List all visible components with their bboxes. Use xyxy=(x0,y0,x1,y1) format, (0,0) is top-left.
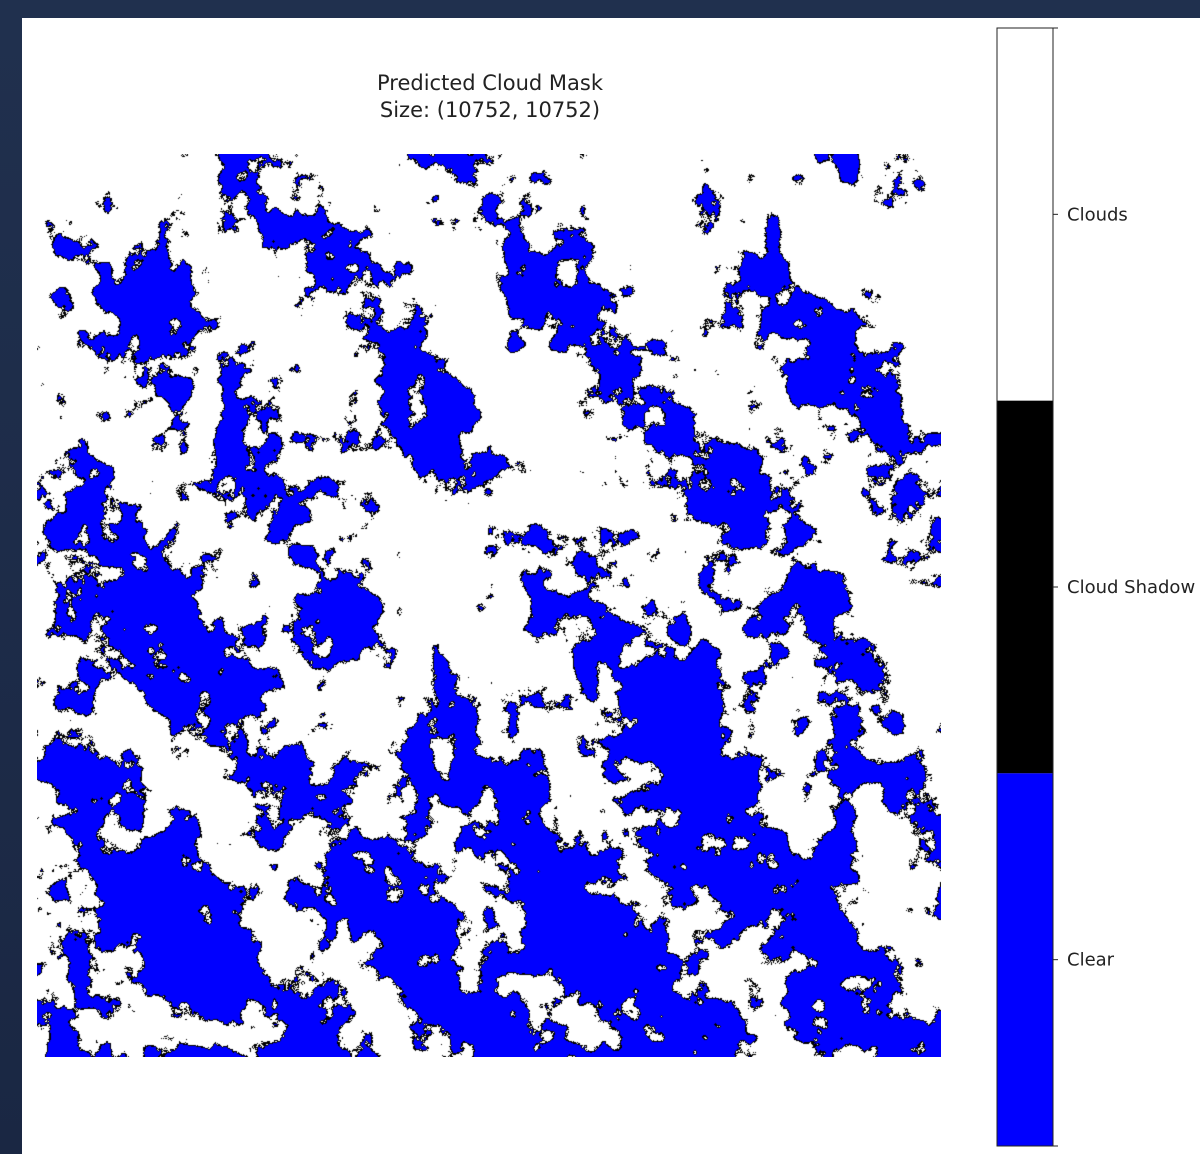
chart-title: Predicted Cloud Mask Size: (10752, 10752… xyxy=(30,70,950,124)
colorbar-tick-label: Clear xyxy=(1067,950,1115,971)
title-line: Predicted Cloud Mask xyxy=(376,71,603,95)
colorbar-segment-clouds xyxy=(997,28,1053,401)
colorbar: Clouds Cloud Shadow Clear xyxy=(996,27,1195,1147)
figure-panel: Predicted Cloud Mask Size: (10752, 10752… xyxy=(22,18,1200,1154)
colorbar-segment-clear xyxy=(997,773,1053,1146)
cloud-mask-image xyxy=(37,154,941,1057)
colorbar-segment-cloud-shadow xyxy=(997,400,1053,774)
colorbar-frame xyxy=(996,27,1054,1147)
subtitle-line: Size: (10752, 10752) xyxy=(379,98,601,122)
colorbar-tick-label: Clouds xyxy=(1067,204,1128,225)
colorbar-tick-label: Cloud Shadow xyxy=(1067,577,1195,598)
